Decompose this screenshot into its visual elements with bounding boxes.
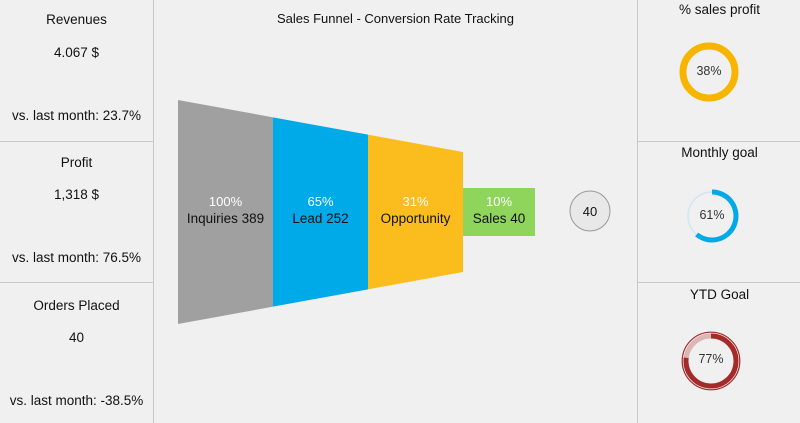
kpi-divider [0,282,153,283]
gauge-ring [687,189,739,243]
gauge-fill [679,42,739,102]
gauge-monthly-goal-label: 61% [699,208,725,222]
funnel-end-value-circle [569,190,611,232]
chart-title: Sales Funnel - Conversion Rate Tracking [276,11,514,26]
funnel-stage-percent: 65% [307,194,333,209]
kpi-revenues-value: 4.067 $ [53,45,100,60]
funnel-stage-lead [273,117,368,307]
gauge-sales-profit-label: 38% [696,64,722,78]
kpi-revenues-title: Revenues [46,12,107,27]
kpi-orders-compare: vs. last month: -38.5% [9,393,144,408]
funnel-end-value: 40 [583,204,597,219]
funnel-chart: 100% Inquiries 389 65% Lead 252 31% Opportuni… [178,100,611,324]
gauge-ring [679,42,739,102]
kpi-revenues-compare: vs. last month: 23.7% [11,108,142,123]
funnel-stage-label: Opportunity [381,211,451,226]
gauge-fill [695,189,739,243]
funnel-stage-label: Lead 252 [292,211,348,226]
kpi-orders-title: Orders Placed [33,298,120,313]
kpi-profit-title: Profit [60,155,93,170]
funnel-stage-label: Sales 40 [473,211,526,226]
kpi-profit-compare: vs. last month: 76.5% [11,250,142,265]
gauge-sales-profit-title: % sales profit [678,2,761,17]
gauge-ytd-goal-label: 77% [698,352,724,366]
funnel-stage-label: Inquiries 389 [187,211,264,226]
gauge-ytd-goal-title: YTD Goal [689,287,750,302]
funnel-stage-percent: 100% [209,194,243,209]
gauge-divider [638,141,800,142]
kpi-orders-value: 40 [68,330,85,345]
funnel-stage-inquiries [178,100,273,324]
kpi-profit-value: 1,318 $ [53,187,100,202]
gauge-divider [638,282,800,283]
funnel-stage-opportunity [368,134,463,290]
gauge-fill [683,333,739,389]
funnel-stage-percent: 31% [402,194,428,209]
kpi-column: Revenues 4.067 $ vs. last month: 23.7% P… [0,0,154,423]
gauge-monthly-goal-title: Monthly goal [681,145,758,160]
gauge-ytd-goal: 77% [681,331,741,391]
kpi-divider [0,141,153,142]
gauge-ring [681,331,741,391]
funnel-stage-percent: 10% [486,194,512,209]
funnel-stage-sales [463,188,535,236]
gauge-sales-profit: 38% [679,42,739,102]
gauge-column: % sales profit 38% Monthly goal 61% YTD … [637,0,800,423]
gauge-outer-ring [681,331,741,391]
gauge-monthly-goal: 61% [684,188,740,244]
